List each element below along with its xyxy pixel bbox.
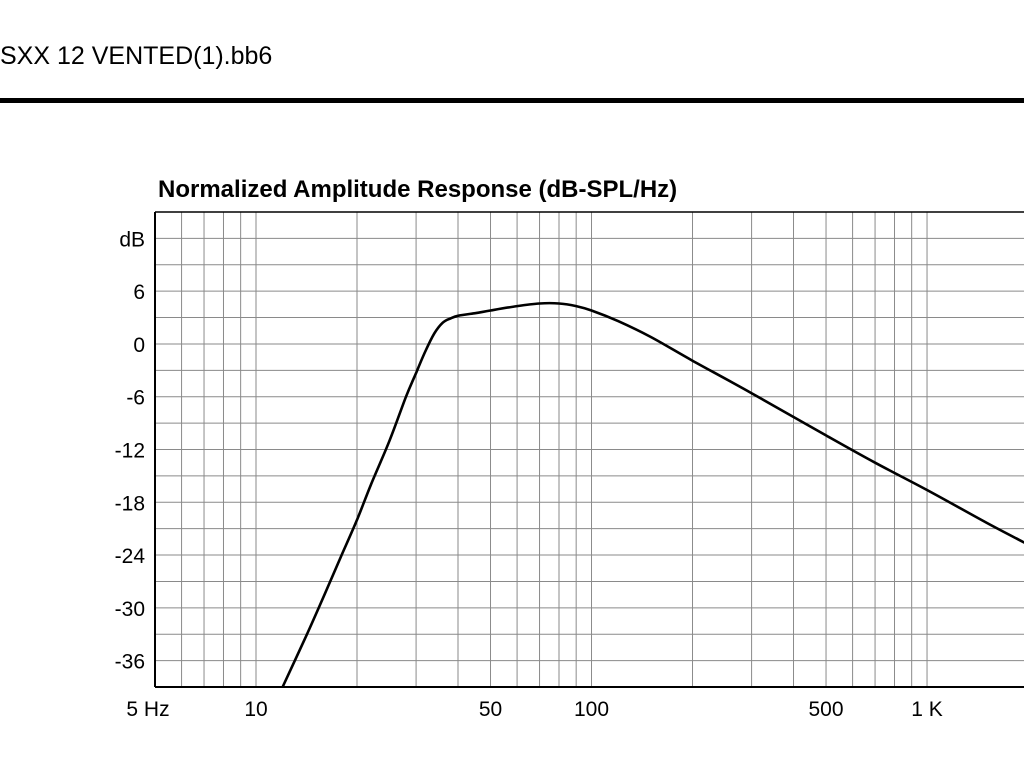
y-tick-label: -18	[115, 492, 145, 515]
plot-frame	[154, 211, 1024, 688]
x-tick-label: 1 K	[911, 698, 943, 721]
document-filename: SXX 12 VENTED(1).bb6	[0, 42, 273, 70]
chart-title: Normalized Amplitude Response (dB-SPL/Hz…	[158, 176, 678, 203]
y-tick-label: -36	[115, 651, 145, 674]
x-tick-label: 500	[809, 698, 844, 721]
x-tick-label: 5 Hz	[126, 698, 169, 721]
y-tick-label: -24	[115, 545, 146, 568]
x-axis-ticks: 5 Hz 10 50 100 500 1 K	[126, 698, 942, 721]
header-divider	[0, 98, 1024, 103]
x-tick-label: 10	[244, 698, 267, 721]
y-tick-label: -6	[126, 387, 145, 410]
x-tick-label: 100	[574, 698, 609, 721]
y-tick-label: 0	[133, 334, 145, 357]
y-tick-label: dB	[119, 228, 145, 251]
chart-grid	[155, 212, 1024, 687]
y-tick-label: -12	[115, 440, 145, 463]
y-tick-label: -30	[115, 598, 145, 621]
y-axis-ticks: dB 6 0 -6 -12 -18 -24 -30 -36	[115, 228, 146, 673]
chart-series	[281, 301, 1024, 688]
response-curve	[281, 301, 1024, 688]
y-tick-label: 6	[133, 281, 145, 304]
x-tick-label: 50	[479, 698, 502, 721]
